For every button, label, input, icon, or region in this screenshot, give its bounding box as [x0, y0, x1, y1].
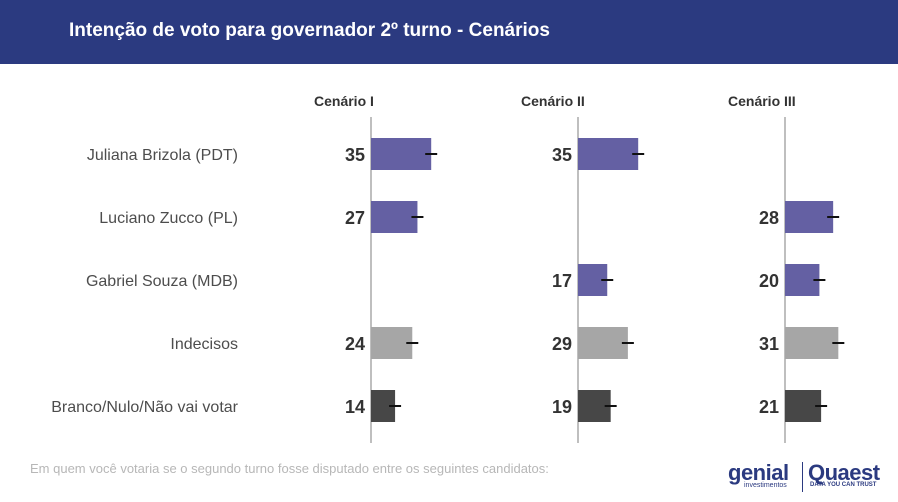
data-label: 20: [759, 271, 779, 291]
category-label: Luciano Zucco (PL): [99, 210, 238, 227]
genial-logo: genial: [728, 460, 789, 485]
chart-area: Juliana Brizola (PDT) Luciano Zucco (PL) G…: [51, 93, 845, 443]
category-label: Gabriel Souza (MDB): [86, 273, 238, 290]
bar: [371, 138, 432, 170]
category-label: Branco/Nulo/Não vai votar: [51, 399, 238, 416]
data-label: 19: [552, 397, 572, 417]
data-label: 27: [345, 208, 365, 228]
data-label: 14: [345, 397, 365, 417]
data-label: 31: [759, 334, 779, 354]
genial-logo-subtitle: investimentos: [744, 482, 787, 489]
data-label: 35: [345, 145, 365, 165]
bar: [578, 138, 639, 170]
bar: [785, 201, 834, 233]
data-label: 28: [759, 208, 779, 228]
data-label: 29: [552, 334, 572, 354]
data-label: 21: [759, 397, 779, 417]
quaest-logo: Quaest: [808, 460, 880, 485]
data-label: 35: [552, 145, 572, 165]
chart-title: Intenção de voto para governador 2º turn…: [69, 20, 550, 41]
header-decoration: [788, 0, 898, 64]
bar: [578, 327, 628, 359]
data-label: 17: [552, 271, 572, 291]
category-label: Indecisos: [170, 336, 238, 353]
series-header: Cenário III: [728, 93, 796, 109]
bar: [371, 327, 413, 359]
data-label: 24: [345, 334, 365, 354]
logo-divider: [802, 462, 803, 492]
bar: [785, 390, 822, 422]
header-banner: [0, 0, 898, 64]
quaest-logo-subtitle: DATA YOU CAN TRUST: [810, 482, 877, 488]
footer-note: Em quem você votaria se o segundo turno …: [30, 461, 549, 476]
category-label: Juliana Brizola (PDT): [87, 147, 238, 164]
bar: [785, 327, 839, 359]
bar: [371, 201, 418, 233]
series-header: Cenário II: [521, 93, 585, 109]
series-header: Cenário I: [314, 93, 374, 109]
